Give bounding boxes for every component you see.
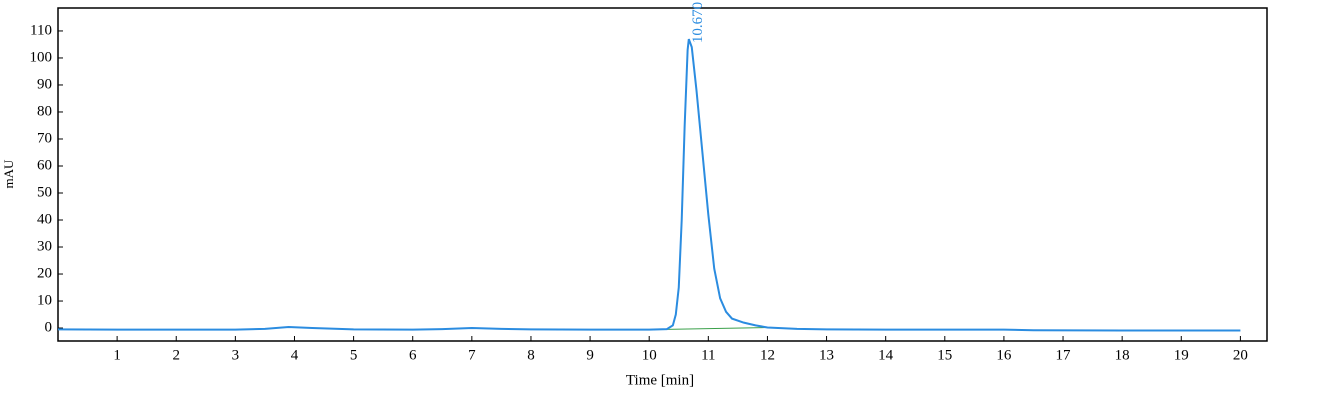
y-tick-label: 50 (37, 184, 52, 200)
y-tick-label: 40 (37, 211, 52, 227)
x-tick-label: 3 (232, 347, 240, 363)
trace (666, 327, 768, 330)
y-tick-label: 100 (30, 49, 53, 65)
plot-frame (57, 7, 1268, 342)
x-tick-label: 1 (113, 347, 121, 363)
y-tick-label: 90 (37, 76, 52, 92)
x-tick-label: 4 (291, 347, 299, 363)
y-tick-label: 80 (37, 103, 52, 119)
x-tick-label: 8 (527, 347, 535, 363)
x-axis-label: Time [min] (626, 372, 694, 388)
x-tick-label: 12 (760, 347, 775, 363)
x-tick-label: 5 (350, 347, 358, 363)
y-tick-label: 30 (37, 238, 52, 254)
x-tick-label: 19 (1174, 347, 1189, 363)
x-tick-label: 16 (996, 347, 1012, 363)
y-tick-label: 0 (45, 319, 53, 335)
x-tick-label: 11 (701, 347, 715, 363)
x-tick-label: 15 (937, 347, 952, 363)
x-tick-label: 20 (1233, 347, 1248, 363)
x-tick-label: 13 (819, 347, 834, 363)
x-tick-label: 7 (468, 347, 476, 363)
x-tick-label: 17 (1056, 347, 1072, 363)
trace (57, 38, 1241, 332)
x-tick-label: 9 (586, 347, 594, 363)
y-tick-label: 70 (37, 130, 52, 146)
x-tick-label: 14 (878, 347, 894, 363)
y-axis-label: mAU (1, 159, 16, 189)
peak-label: 10.670 (690, 2, 706, 43)
x-tick-label: 6 (409, 347, 417, 363)
x-tick-label: 10 (642, 347, 657, 363)
y-tick-label: 10 (37, 292, 52, 308)
x-tick-label: 2 (172, 347, 180, 363)
y-tick-label: 60 (37, 157, 52, 173)
x-tick-label: 18 (1115, 347, 1130, 363)
y-tick-label: 20 (37, 265, 52, 281)
y-tick-label: 110 (30, 22, 52, 38)
